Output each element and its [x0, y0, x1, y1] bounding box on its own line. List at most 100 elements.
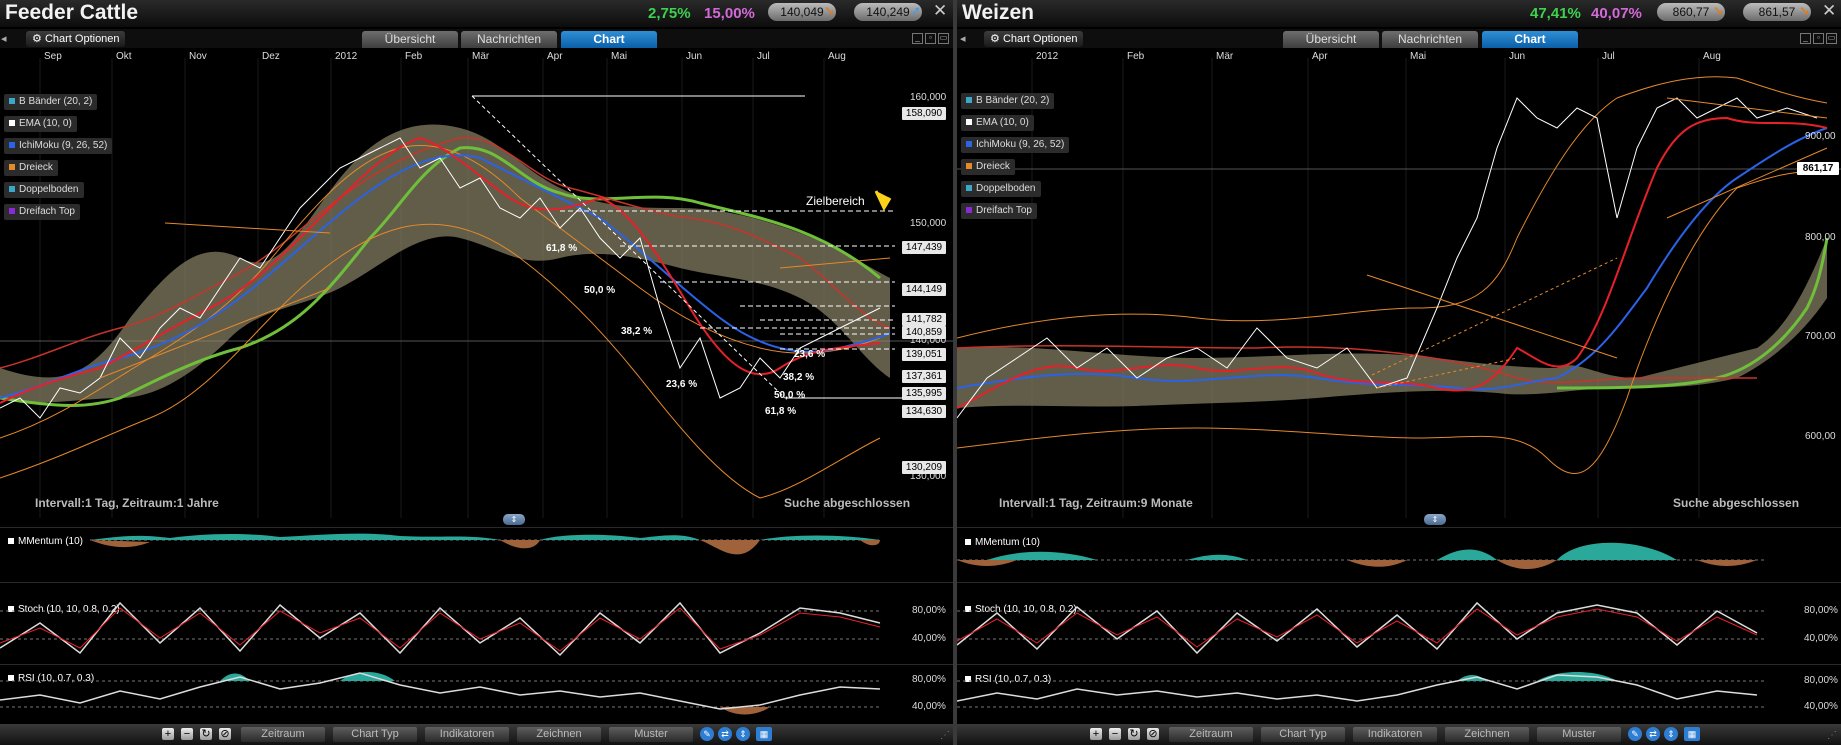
fib-label: 38,2 % — [783, 372, 815, 383]
tab-news[interactable]: Nachrichten — [461, 31, 557, 48]
collapse-arrow-icon[interactable]: ◂ — [1, 33, 7, 45]
fib-label: 50,0 % — [774, 390, 806, 401]
level-label: 80,00% — [1804, 605, 1838, 616]
legend-item[interactable]: EMA (10, 0) — [4, 116, 77, 132]
price-tag: 139,051 — [902, 348, 946, 361]
legend-item[interactable]: IchiMoku (9, 26, 52) — [4, 138, 113, 154]
menu-indicators[interactable]: Indikatoren — [1353, 727, 1437, 742]
legend-label: IchiMoku (9, 26, 52) — [19, 140, 108, 151]
bid-price[interactable]: 860,77 ➘ — [1657, 3, 1725, 21]
maximize-icon[interactable]: ▭ — [1826, 33, 1837, 44]
cancel-icon[interactable]: ⊘ — [1147, 728, 1159, 740]
zoom-in-icon[interactable]: + — [1090, 728, 1102, 740]
month-label: Jul — [757, 51, 770, 62]
chart-options-button[interactable]: ⚙ Chart Optionen — [984, 31, 1083, 47]
resize-handle-icon[interactable]: ⇕ — [1424, 514, 1446, 525]
current-price-tag: 861,17 — [1797, 162, 1839, 175]
chart-options-label: Chart Optionen — [1002, 33, 1078, 45]
gear-icon: ⚙ — [990, 33, 1000, 45]
close-icon[interactable]: ✕ — [933, 1, 948, 20]
bottom-toolbar: + − ↻ ⊘ Zeitraum Chart Typ Indikatoren Z… — [0, 724, 953, 745]
restore-icon[interactable]: ▫ — [925, 33, 936, 44]
arrows-icon[interactable]: ⇄ — [1646, 727, 1660, 741]
ask-price[interactable]: 861,57 ➘ — [1743, 3, 1811, 21]
legend-label: Dreifach Top — [19, 206, 75, 217]
collapse-arrow-icon[interactable]: ◂ — [960, 33, 966, 45]
price-tag: 144,149 — [902, 283, 946, 296]
menu-timeframe[interactable]: Zeitraum — [241, 727, 325, 742]
menu-timeframe[interactable]: Zeitraum — [1169, 727, 1253, 742]
menu-draw[interactable]: Zeichnen — [1445, 727, 1529, 742]
close-icon[interactable]: ✕ — [1822, 1, 1837, 20]
up-down-icon[interactable]: ⇕ — [736, 727, 750, 741]
restore-icon[interactable]: ▫ — [1813, 33, 1824, 44]
down-arrow-icon: ➘ — [1799, 3, 1810, 18]
resize-grip-icon[interactable]: ⋰ — [1827, 730, 1837, 741]
table-icon[interactable]: ▦ — [756, 727, 772, 741]
chart-options-button[interactable]: ⚙ Chart Optionen — [26, 31, 125, 47]
refresh-icon[interactable]: ↻ — [1128, 728, 1140, 740]
tab-news[interactable]: Nachrichten — [1382, 31, 1478, 48]
pencil-icon[interactable]: ✎ — [1628, 727, 1642, 741]
up-down-icon[interactable]: ⇕ — [1664, 727, 1678, 741]
rsi-subchart: RSI (10, 0.7, 0.3) 80,00% 40,00% — [0, 664, 953, 725]
search-status: Suche abgeschlossen — [784, 496, 911, 510]
price-tag: 147,439 — [902, 241, 946, 254]
price-tag: 141,782 — [902, 313, 946, 326]
level-label: 80,00% — [912, 674, 946, 685]
menu-patterns[interactable]: Muster — [609, 727, 693, 742]
menu-chart-type[interactable]: Chart Typ — [1261, 727, 1345, 742]
legend-item[interactable]: B Bänder (20, 2) — [4, 94, 98, 110]
menu-draw[interactable]: Zeichnen — [517, 727, 601, 742]
down-arrow-icon: ➘ — [1713, 3, 1724, 18]
y-axis-label: 150,000 — [910, 218, 947, 229]
y-axis-label: 160,000 — [910, 92, 947, 103]
month-label: Sep — [44, 51, 62, 62]
legend-item[interactable]: Dreieck — [961, 159, 1015, 175]
tab-overview[interactable]: Übersicht — [362, 31, 458, 48]
arrows-icon[interactable]: ⇄ — [718, 727, 732, 741]
legend-item[interactable]: Doppelboden — [4, 182, 84, 198]
cancel-icon[interactable]: ⊘ — [219, 728, 231, 740]
subchart-title: RSI (10, 0.7, 0.3) — [18, 673, 95, 684]
square-icon — [965, 676, 971, 683]
zoom-out-icon[interactable]: − — [181, 728, 193, 740]
price-chart — [957, 58, 1841, 518]
minimize-icon[interactable]: _ — [912, 33, 923, 44]
price-tag: 158,090 — [902, 107, 946, 120]
tab-chart[interactable]: Chart — [1482, 31, 1578, 48]
table-icon[interactable]: ▦ — [1684, 727, 1700, 741]
menu-indicators[interactable]: Indikatoren — [425, 727, 509, 742]
zoom-out-icon[interactable]: − — [1109, 728, 1121, 740]
stochastic-subchart: Stoch (10, 10, 0.8, 0.2) 80,00% 40,00% — [957, 582, 1841, 665]
fib-label: 38,2 % — [621, 326, 653, 337]
bid-price[interactable]: 140,049 ➘ — [768, 3, 836, 21]
zoom-in-icon[interactable]: + — [162, 728, 174, 740]
legend-item[interactable]: IchiMoku (9, 26, 52) — [961, 137, 1070, 153]
pencil-icon[interactable]: ✎ — [700, 727, 714, 741]
resize-handle-icon[interactable]: ⇕ — [503, 514, 525, 525]
subchart-label: MMentum (10) — [965, 537, 1040, 548]
menu-patterns[interactable]: Muster — [1537, 727, 1621, 742]
month-label: Jun — [1509, 51, 1526, 62]
legend-item[interactable]: Dreieck — [4, 160, 58, 176]
panel-divider[interactable] — [953, 0, 957, 745]
square-icon — [966, 119, 972, 125]
tab-overview[interactable]: Übersicht — [1283, 31, 1379, 48]
maximize-icon[interactable]: ▭ — [938, 33, 949, 44]
target-zone-label: Zielbereich — [806, 194, 865, 208]
tab-chart[interactable]: Chart — [561, 31, 657, 48]
resize-grip-icon[interactable]: ⋰ — [940, 730, 950, 741]
legend-item[interactable]: EMA (10, 0) — [961, 115, 1034, 131]
menu-chart-type[interactable]: Chart Typ — [333, 727, 417, 742]
minimize-icon[interactable]: _ — [1800, 33, 1811, 44]
legend-item[interactable]: Dreifach Top — [4, 204, 80, 220]
square-icon — [9, 186, 15, 192]
legend-item[interactable]: B Bänder (20, 2) — [961, 93, 1055, 109]
ask-price[interactable]: 140,249 ➚ — [854, 3, 922, 21]
legend-item[interactable]: Doppelboden — [961, 181, 1041, 197]
refresh-icon[interactable]: ↻ — [200, 728, 212, 740]
square-icon — [966, 163, 972, 169]
legend-item[interactable]: Dreifach Top — [961, 203, 1037, 219]
stochastic-subchart: Stoch (10, 10, 0.8, 0.2) 80,00% 40,00% — [0, 582, 953, 665]
